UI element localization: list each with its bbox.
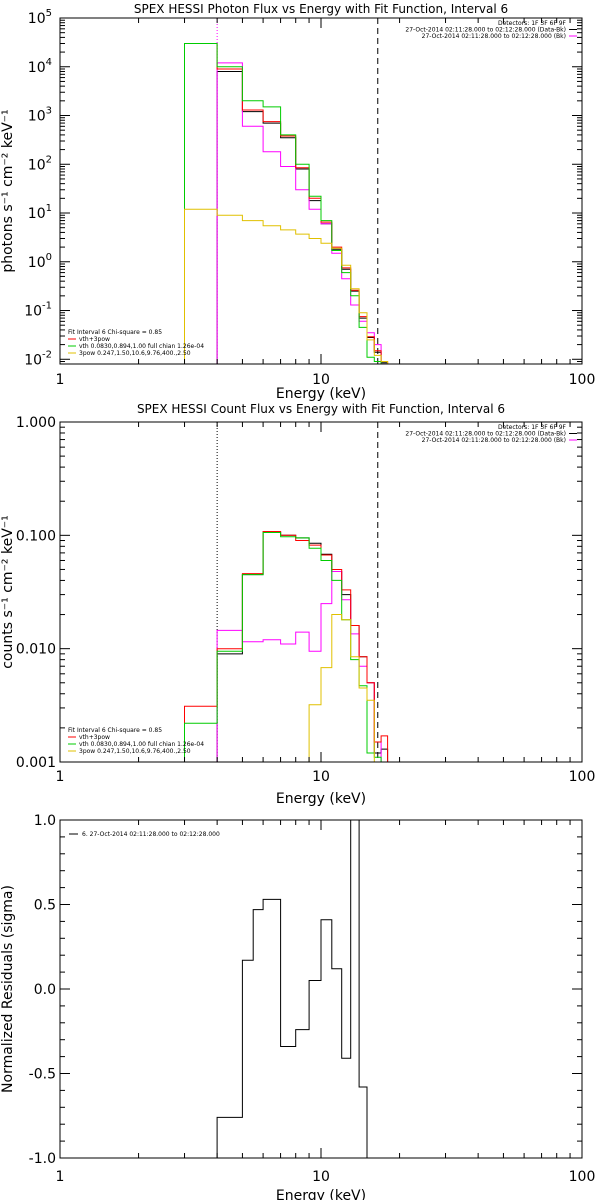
legend-entry: 27-Oct-2014 02:11:28.000 to 02:12:28.000…	[422, 33, 566, 40]
y-tick-base: 10	[28, 157, 46, 173]
y-tick-label: 104	[28, 57, 52, 76]
y-tick-exponent: 0	[46, 252, 52, 263]
legend-entry: Detectors: 1F 3F 6F 9F	[498, 424, 567, 431]
y-tick-label: 105	[28, 8, 52, 27]
y-tick-label: -1.0	[29, 1151, 56, 1167]
legend-entry: 27-Oct-2014 02:11:28.000 to 02:12:28.000…	[405, 431, 566, 438]
y-tick-exponent: 3	[46, 106, 52, 117]
y-tick-label: 101	[28, 203, 52, 222]
x-tick-label: 100	[569, 372, 596, 388]
legend-entry: vth 0.0830,0.894,1.00 full chian 1.26e-0…	[79, 741, 204, 748]
y-tick-base: 10	[28, 11, 46, 27]
plot-frame	[59, 819, 583, 1159]
y-tick-base: 10	[28, 60, 46, 76]
y-tick-exponent: 1	[46, 203, 52, 214]
y-tick-label: 0.0	[34, 982, 56, 998]
y-tick-exponent: -1	[42, 301, 52, 312]
plot-frame	[59, 17, 583, 365]
y-tick-label: 10-1	[24, 301, 52, 320]
y-tick-label: -0.5	[29, 1067, 56, 1083]
x-tick-label: 1	[56, 372, 65, 388]
legend-entry: 6. 27-Oct-2014 02:11:28.000 to 02:12:28.…	[82, 831, 220, 838]
series-line	[184, 43, 389, 364]
plot-frame	[59, 421, 583, 763]
legend-entry: vth+3pow	[79, 734, 110, 741]
y-tick-label: 0.001	[16, 755, 56, 771]
x-tick-label: 10	[312, 372, 330, 388]
y-tick-label: 0.010	[16, 642, 56, 658]
legend-entry: Fit Interval 6 Chi-square = 0.85	[68, 727, 162, 734]
legend-entry: 27-Oct-2014 02:11:28.000 to 02:12:28.000…	[405, 27, 566, 34]
panel-3: 1 10 100 Energy (keV) -1.0 -0.5 0.0 0.5 1.0 Norma…	[0, 813, 595, 1200]
y-tick-exponent: 4	[46, 57, 52, 68]
x-tick-label: 10	[312, 769, 330, 785]
panel-2: SPEX HESSI Count Flux vs Energy with Fit…	[0, 402, 595, 807]
legend-entry: Fit Interval 6 Chi-square = 0.85	[68, 329, 162, 336]
y-tick-exponent: -2	[42, 349, 52, 360]
x-tick-label: 10	[312, 1169, 330, 1185]
y-tick-base: 10	[28, 255, 46, 271]
x-axis-label: Energy (keV)	[276, 386, 366, 402]
legend-entry: 3pow 0.247,1.50,10.6,9.76,400.,2.50	[79, 748, 191, 755]
x-tick-label: 100	[569, 1169, 596, 1185]
y-tick-base: 10	[24, 304, 42, 320]
series-line	[184, 532, 388, 762]
y-tick-label: 103	[28, 106, 52, 125]
y-tick-label: 102	[28, 154, 52, 173]
y-axis-label: counts s⁻¹ cm⁻² keV⁻¹	[0, 515, 16, 669]
series-line	[184, 614, 388, 762]
x-tick-label: 1	[56, 1169, 65, 1185]
x-axis-label: Energy (keV)	[276, 791, 366, 807]
legend-entry: 3pow 0.247,1.50,10.6,9.76,400.,2.50	[79, 350, 191, 357]
y-tick-label: 1.0	[34, 813, 56, 829]
panel-1: SPEX HESSI Photon Flux vs Energy with Fi…	[0, 2, 595, 402]
chart-title: SPEX HESSI Count Flux vs Energy with Fit…	[137, 402, 505, 416]
series-line	[184, 208, 389, 364]
chart-title: SPEX HESSI Photon Flux vs Energy with Fi…	[134, 2, 508, 16]
y-tick-label: 0.100	[16, 528, 56, 544]
y-axis-label: photons s⁻¹ cm⁻² keV⁻¹	[0, 109, 16, 272]
series-line	[184, 531, 389, 762]
legend-entry: 27-Oct-2014 02:11:28.000 to 02:12:28.000…	[422, 437, 566, 444]
x-tick-label: 100	[569, 769, 596, 785]
legend-entry: vth+3pow	[79, 336, 110, 343]
series-line	[216, 62, 382, 364]
y-tick-label: 1.000	[16, 415, 56, 431]
legend-entry: Detectors: 1F 3F 6F 9F	[498, 20, 567, 27]
y-axis-label: Normalized Residuals (sigma)	[0, 885, 16, 1093]
y-tick-base: 10	[28, 109, 46, 125]
y-tick-exponent: 5	[46, 8, 52, 19]
series-line	[216, 571, 382, 762]
series-line	[216, 820, 378, 1158]
y-tick-label: 10-2	[24, 349, 52, 368]
y-tick-base: 10	[28, 206, 46, 222]
y-tick-exponent: 2	[46, 154, 52, 165]
x-tick-label: 1	[56, 769, 65, 785]
y-tick-label: 100	[28, 252, 52, 271]
x-axis-label: Energy (keV)	[276, 1188, 366, 1200]
legend-entry: vth 0.0830,0.894,1.00 full chian 1.26e-0…	[79, 343, 204, 350]
series-line	[184, 43, 388, 364]
y-tick-base: 10	[24, 352, 42, 368]
y-tick-label: 0.5	[34, 898, 56, 914]
